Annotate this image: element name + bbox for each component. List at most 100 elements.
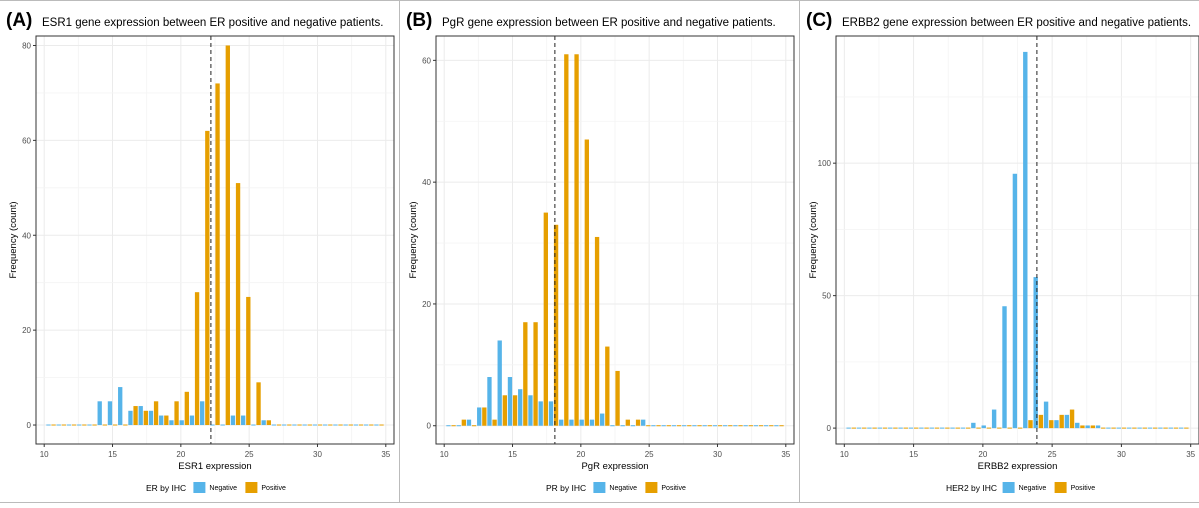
y-tick-label-b-0: 0 [427,422,432,431]
bar-b-negative-9 [538,401,543,426]
y-tick-label-c-1: 50 [822,292,831,301]
legend-key-negative-b [593,482,606,493]
x-axis-label-a: ESR1 expression [178,461,251,472]
y-tick-label-c-2: 100 [818,159,832,168]
bar-a-negative-13 [179,420,184,426]
bar-a-positive-16 [215,83,220,426]
bar-a-positive-11 [164,415,169,426]
bar-b-negative-6 [507,377,513,426]
bar-c-positive-17 [1028,420,1033,429]
y-tick-label-a-4: 80 [22,41,31,50]
chart-title-c: ERBB2 gene expression between ER positiv… [842,17,1191,29]
y-tick-label-a-2: 40 [22,231,31,240]
bar-b-positive-3 [482,407,487,426]
x-tick-label-a-5: 35 [381,450,390,459]
bar-b-negative-14 [589,419,595,426]
legend-label-negative-a: Negative [209,485,237,492]
bar-c-negative-21 [1064,414,1070,429]
bar-a-negative-19 [241,415,246,426]
legend-title-b: PR by IHC [546,483,586,493]
x-tick-label-c-1: 15 [909,450,918,459]
bar-b-negative-10 [548,401,554,426]
chart-panel-a: (A) ESR1 gene expression between ER posit… [6,10,395,493]
bar-a-negative-7 [118,387,123,426]
panel-label-a: (A) [6,10,32,31]
legend-key-positive-c [1054,482,1067,493]
x-tick-label-b-1: 15 [508,450,517,459]
x-tick-label-b-4: 30 [713,450,722,459]
y-tick-label-b-3: 60 [422,56,431,65]
x-tick-label-a-2: 20 [176,450,185,459]
bar-c-negative-12 [971,422,976,429]
legend-label-negative-b: Negative [609,485,637,492]
bar-a-positive-9 [143,410,148,426]
bar-c-negative-13 [981,425,986,429]
bar-c-negative-22 [1075,422,1080,429]
y-tick-label-a-1: 20 [22,326,31,335]
bar-b-positive-12 [574,54,579,426]
bar-a-positive-13 [184,391,189,426]
plot-border-a [35,35,395,445]
x-tick-label-c-0: 10 [840,450,849,459]
bar-a-negative-11 [159,415,164,426]
bar-c-positive-20 [1059,414,1064,429]
bar-b-positive-8 [533,322,538,426]
bar-a-negative-14 [189,415,195,426]
bar-c-negative-15 [1002,306,1007,429]
bar-c-negative-23 [1085,425,1090,429]
bar-b-positive-18 [635,419,641,426]
bar-a-negative-15 [200,401,205,426]
bar-b-positive-1 [461,419,467,426]
legend-key-negative-a [193,482,206,493]
legend-key-positive-b [645,482,658,493]
grid-c [836,36,1199,444]
bar-b-negative-2 [466,419,472,426]
bar-a-negative-6 [107,401,113,426]
y-tick-label-b-1: 20 [422,300,431,309]
panel-label-c: (C) [806,10,832,31]
y-axis-label-a: Frequency (count) [8,201,19,278]
bar-b-positive-7 [523,322,528,426]
bar-c-positive-19 [1049,420,1054,429]
x-tick-label-b-3: 25 [645,450,654,459]
y-tick-label-b-2: 40 [422,178,431,187]
bars-b [446,54,784,427]
bar-b-positive-11 [564,54,569,426]
bar-c-negative-14 [991,409,997,429]
bar-b-positive-17 [625,419,630,426]
x-tick-label-b-2: 20 [576,450,585,459]
bar-a-positive-8 [133,406,138,426]
bar-b-positive-6 [512,395,518,426]
chart-title-b: PgR gene expression between ER positive … [442,17,776,29]
bar-a-positive-18 [235,183,241,426]
legend-label-negative-c: Negative [1019,485,1047,492]
bar-b-positive-13 [584,139,589,426]
chart-panel-b: (B) PgR gene expression between ER positi… [406,10,795,493]
bar-b-positive-9 [543,212,548,426]
x-tick-label-a-1: 15 [108,450,117,459]
bar-a-positive-20 [256,382,261,426]
legend-label-positive-a: Positive [261,485,286,492]
bar-b-negative-8 [528,395,533,426]
bar-a-negative-21 [261,420,266,426]
y-axis-label-c: Frequency (count) [808,201,819,278]
bar-a-positive-19 [246,296,251,426]
bars-c [846,51,1189,429]
legend-key-positive-a [245,482,258,493]
panel-label-b: (B) [406,10,432,31]
x-tick-label-c-3: 25 [1048,450,1057,459]
bar-b-positive-16 [615,370,620,426]
x-tick-label-b-5: 35 [781,450,790,459]
legend-label-positive-b: Positive [661,485,686,492]
x-tick-label-a-0: 10 [40,450,49,459]
bars-a [46,45,384,426]
x-tick-label-b-0: 10 [440,450,449,459]
bar-b-positive-4 [492,419,497,426]
bar-c-positive-21 [1069,409,1075,429]
bar-c-positive-22 [1080,425,1085,429]
x-axis-label-c: ERBB2 expression [978,461,1058,472]
bar-a-negative-9 [138,406,143,426]
x-axis-label-b: PgR expression [581,461,648,472]
bar-c-negative-18 [1033,277,1038,429]
